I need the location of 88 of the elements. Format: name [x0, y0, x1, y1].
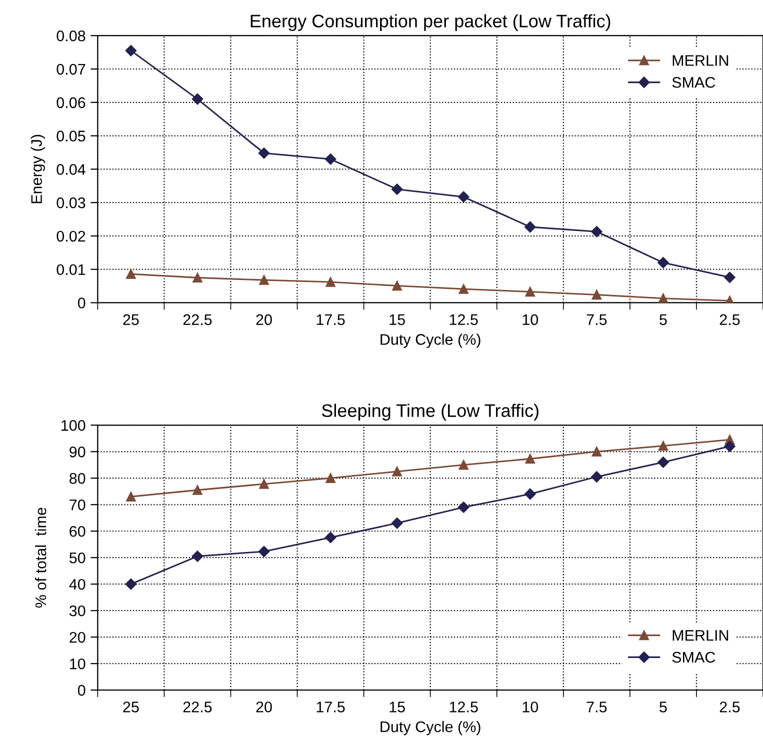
point — [391, 184, 403, 195]
x-tick-label: 25 — [123, 314, 139, 326]
x-tick-label: 15 — [390, 314, 405, 326]
point — [658, 257, 669, 268]
point — [192, 550, 204, 562]
point — [259, 275, 269, 285]
legend-label: MERLIN — [672, 55, 728, 66]
point — [324, 154, 336, 165]
y-tick-label: 50 — [69, 552, 86, 564]
x-tick-label: 10 — [522, 314, 538, 326]
y-axis-title: Energy (J) — [30, 134, 46, 204]
y-axis-title: % of total time — [35, 508, 46, 608]
y-tick-label: 0.01 — [56, 264, 86, 276]
point — [392, 280, 402, 291]
y-tick-label: 100 — [62, 420, 86, 431]
x-tick-label: 7.5 — [586, 702, 607, 712]
y-tick-label: 0.08 — [56, 30, 86, 42]
y-tick-label: 0 — [78, 298, 86, 308]
y-tick-label: 0.02 — [56, 230, 86, 242]
point — [592, 446, 602, 457]
x-tick-label: 10 — [522, 702, 538, 712]
x-axis-title: Duty Cycle (%) — [380, 334, 480, 348]
point — [658, 456, 669, 468]
point — [326, 473, 336, 484]
legend-label: MERLIN — [672, 630, 728, 641]
y-tick-label: 40 — [69, 578, 86, 590]
x-tick-label: 7.5 — [586, 314, 607, 326]
point — [525, 286, 535, 297]
point — [724, 440, 736, 452]
x-tick-label: 22.5 — [183, 314, 212, 326]
y-tick-label: 10 — [70, 658, 86, 670]
point — [324, 532, 336, 544]
x-tick-label: 12.5 — [450, 314, 478, 326]
x-tick-label: 17.5 — [316, 702, 345, 712]
x-tick-label: 5 — [660, 314, 667, 326]
point — [259, 479, 269, 489]
y-tick-label: 0.06 — [56, 97, 86, 108]
y-tick-label: 0.07 — [56, 64, 86, 75]
x-tick-label: 22.5 — [183, 702, 212, 712]
point — [125, 45, 137, 56]
point — [391, 518, 403, 529]
point — [458, 460, 468, 470]
y-tick-label: 20 — [70, 632, 86, 643]
point — [592, 290, 602, 300]
y-tick-label: 90 — [70, 446, 86, 458]
y-tick-label: 0.03 — [56, 197, 86, 208]
legend-label: SMAC — [672, 76, 716, 88]
point — [192, 93, 204, 105]
point — [392, 466, 402, 476]
y-tick-label: 0.05 — [56, 130, 86, 142]
point — [524, 221, 536, 233]
legend-label: SMAC — [672, 652, 716, 663]
x-tick-label: 2.5 — [720, 702, 740, 712]
point — [192, 485, 202, 495]
y-tick-label: 30 — [69, 605, 86, 616]
point — [125, 578, 137, 590]
y-tick-label: 0 — [78, 684, 86, 696]
point — [724, 272, 736, 283]
x-axis-title: Duty Cycle (%) — [380, 720, 480, 736]
x-tick-label: 20 — [256, 314, 272, 326]
y-tick-label: 60 — [70, 526, 86, 537]
point — [525, 454, 535, 464]
y-tick-label: 0.04 — [56, 164, 86, 175]
point — [126, 492, 136, 502]
chart-title: Energy Consumption per packet (Low Traffic) — [250, 14, 610, 32]
point — [126, 269, 136, 279]
point — [591, 471, 602, 482]
x-tick-label: 12.5 — [450, 702, 478, 712]
point — [591, 226, 602, 238]
x-tick-label: 2.5 — [720, 314, 740, 326]
y-tick-label: 80 — [70, 473, 86, 484]
x-tick-label: 5 — [660, 702, 667, 712]
point — [258, 148, 270, 159]
x-tick-label: 17.5 — [316, 314, 345, 326]
point — [258, 546, 270, 558]
point — [658, 294, 668, 303]
x-tick-label: 25 — [123, 702, 139, 712]
point — [658, 440, 668, 451]
point — [524, 488, 536, 500]
point — [458, 284, 468, 294]
y-tick-label: 70 — [70, 500, 86, 510]
x-tick-label: 20 — [256, 702, 272, 712]
point — [458, 191, 470, 202]
chart-title: Sleeping Time (Low Traffic) — [322, 404, 538, 421]
point — [458, 502, 470, 513]
point — [326, 277, 336, 287]
point — [192, 272, 202, 283]
x-tick-label: 15 — [390, 702, 405, 712]
